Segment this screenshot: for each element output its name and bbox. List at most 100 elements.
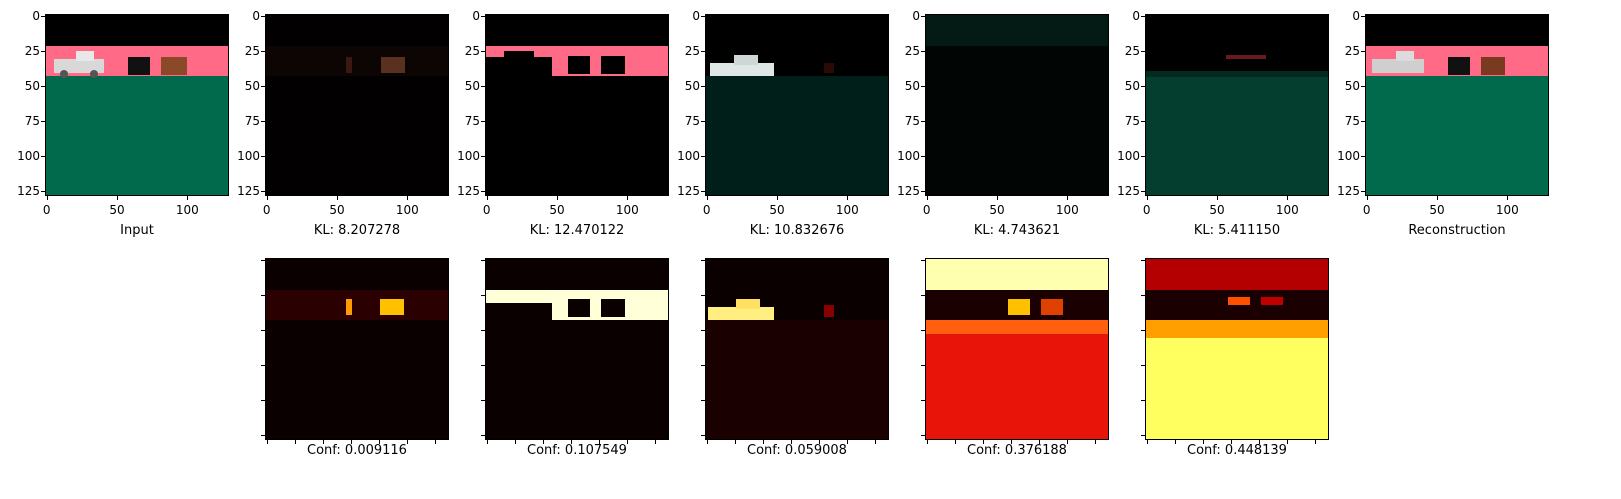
y-tick-label: 100 xyxy=(457,149,480,164)
y-tick-mark xyxy=(41,86,45,88)
caption-kl-5: KL: 5.411150 xyxy=(1193,223,1281,238)
y-tick-mark xyxy=(261,435,265,437)
x-tick-mark xyxy=(1202,440,1204,444)
x-tick-mark xyxy=(486,196,488,200)
y-tick-label: 75 xyxy=(904,114,920,129)
y-tick-mark xyxy=(481,259,485,261)
y-tick-label: 125 xyxy=(897,184,920,199)
y-tick-mark xyxy=(261,294,265,296)
y-tick-label: 75 xyxy=(684,114,700,129)
x-tick-mark xyxy=(514,440,516,444)
x-tick-mark xyxy=(1437,196,1439,200)
y-tick-label: 100 xyxy=(677,149,700,164)
x-tick-mark xyxy=(706,196,708,200)
y-tick-label: 50 xyxy=(464,79,480,94)
x-tick-mark xyxy=(777,196,779,200)
y-tick-label: 75 xyxy=(464,114,480,129)
y-tick-label: 0 xyxy=(32,8,40,23)
x-tick-mark xyxy=(954,440,956,444)
y-tick-mark xyxy=(921,15,925,17)
input-image xyxy=(46,15,228,195)
y-tick-label: 75 xyxy=(1124,114,1140,129)
conf-map-panel-1 xyxy=(265,258,449,440)
y-tick-label: 25 xyxy=(464,43,480,58)
latent-image-5 xyxy=(1146,15,1328,195)
y-tick-mark xyxy=(921,435,925,437)
y-tick-label: 75 xyxy=(24,114,40,129)
y-tick-label: 125 xyxy=(1337,184,1360,199)
x-tick-mark xyxy=(266,440,268,444)
x-tick-label: 100 xyxy=(395,203,419,217)
x-tick-mark xyxy=(1315,440,1317,444)
y-tick-mark xyxy=(701,330,705,332)
y-tick-label: 125 xyxy=(17,184,40,199)
y-tick-mark xyxy=(261,86,265,88)
x-tick-mark xyxy=(1287,196,1289,200)
y-tick-label: 100 xyxy=(237,149,260,164)
x-tick-mark xyxy=(926,196,928,200)
x-tick-mark xyxy=(1067,440,1069,444)
x-tick-mark xyxy=(762,440,764,444)
caption-kl-3: KL: 10.832676 xyxy=(749,223,845,238)
conf-map-panel-4 xyxy=(925,258,1109,440)
y-tick-mark xyxy=(701,156,705,158)
y-tick-mark xyxy=(701,259,705,261)
y-tick-mark xyxy=(1141,86,1145,88)
y-tick-mark xyxy=(261,330,265,332)
y-tick-label: 100 xyxy=(1337,149,1360,164)
x-tick-label: 50 xyxy=(1209,203,1225,217)
y-tick-mark xyxy=(701,400,705,402)
x-tick-mark xyxy=(351,440,353,444)
x-tick-label: 0 xyxy=(922,203,931,217)
x-tick-label: 100 xyxy=(175,203,199,217)
y-tick-mark xyxy=(1141,156,1145,158)
x-tick-mark xyxy=(1174,440,1176,444)
y-tick-mark xyxy=(921,156,925,158)
y-tick-mark xyxy=(481,400,485,402)
y-tick-mark xyxy=(1141,191,1145,193)
caption-kl-1: KL: 8.207278 xyxy=(313,223,401,238)
y-tick-mark xyxy=(261,50,265,52)
caption-conf-1: Conf: 0.009116 xyxy=(307,443,407,458)
latent-panel-2 xyxy=(485,14,669,196)
x-tick-mark xyxy=(1259,440,1261,444)
x-tick-mark xyxy=(997,196,999,200)
y-tick-mark xyxy=(261,191,265,193)
x-tick-mark xyxy=(655,440,657,444)
x-tick-mark xyxy=(734,440,736,444)
latent-panel-4 xyxy=(925,14,1109,196)
reconstruction-panel xyxy=(1365,14,1549,196)
x-tick-label: 100 xyxy=(835,203,859,217)
y-tick-mark xyxy=(921,294,925,296)
y-tick-mark xyxy=(921,400,925,402)
y-tick-mark xyxy=(701,365,705,367)
reconstruction-image xyxy=(1366,15,1548,195)
x-tick-label: 100 xyxy=(1275,203,1299,217)
y-tick-label: 125 xyxy=(457,184,480,199)
caption-conf-2: Conf: 0.107549 xyxy=(527,443,627,458)
x-tick-mark xyxy=(1146,440,1148,444)
y-tick-label: 0 xyxy=(252,8,260,23)
y-tick-label: 125 xyxy=(677,184,700,199)
x-tick-mark xyxy=(542,440,544,444)
latent-image-1 xyxy=(266,15,448,195)
y-tick-mark xyxy=(921,330,925,332)
y-tick-mark xyxy=(261,365,265,367)
x-tick-mark xyxy=(486,440,488,444)
y-tick-mark xyxy=(261,121,265,123)
y-tick-mark xyxy=(1141,365,1145,367)
y-tick-mark xyxy=(921,50,925,52)
latent-panel-1 xyxy=(265,14,449,196)
y-tick-mark xyxy=(1141,50,1145,52)
y-tick-mark xyxy=(261,400,265,402)
x-tick-mark xyxy=(627,440,629,444)
x-tick-mark xyxy=(1095,440,1097,444)
x-tick-label: 100 xyxy=(1055,203,1079,217)
y-tick-mark xyxy=(921,86,925,88)
input-image-panel xyxy=(45,14,229,196)
y-tick-label: 25 xyxy=(244,43,260,58)
x-tick-label: 50 xyxy=(989,203,1005,217)
x-tick-mark xyxy=(294,440,296,444)
conf-map-3 xyxy=(706,259,888,439)
y-tick-label: 25 xyxy=(684,43,700,58)
